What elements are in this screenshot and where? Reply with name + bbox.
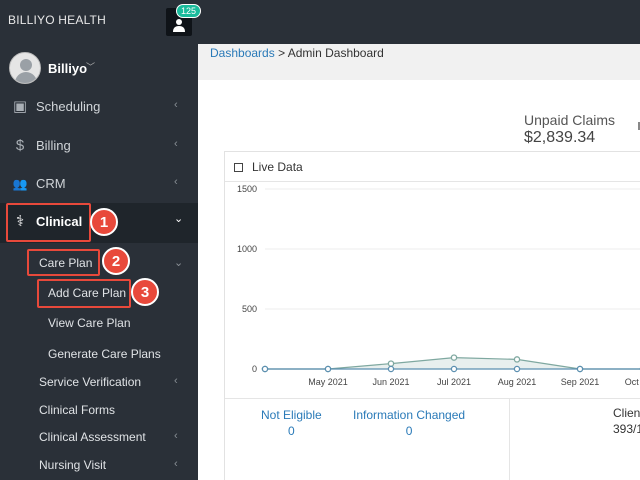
stat-value: $2,839.34: [524, 129, 596, 146]
profile-menu[interactable]: Billiyo ﹀: [0, 44, 198, 90]
summary-divider: [509, 399, 510, 480]
user-icon: [173, 19, 185, 32]
profile-name[interactable]: Billiyo: [48, 61, 88, 76]
chevron-left-icon: ‹: [174, 138, 178, 150]
clients-value: 393/1: [613, 422, 640, 436]
y-tick-label: 0: [252, 364, 257, 374]
sidebar-subitem-label: View Care Plan: [48, 316, 131, 330]
sidebar-subitem-label: Nursing Visit: [39, 458, 107, 472]
breadcrumb-separator: >: [278, 46, 286, 60]
y-tick-label: 1500: [237, 184, 257, 194]
brand-name[interactable]: BILLIYO HEALTH: [8, 13, 106, 27]
panel-title: Live Data: [252, 160, 303, 174]
chevron-left-icon: ‹: [174, 99, 178, 111]
data-point: [324, 365, 332, 373]
breadcrumb-bar: Dashboards > Admin Dashboard: [198, 44, 640, 80]
sidebar-item-scheduling[interactable]: ▣ Scheduling ‹: [0, 88, 198, 126]
information-changed-stat[interactable]: Information Changed 0: [353, 407, 465, 439]
sidebar-subitem-nursing-visit[interactable]: Nursing Visit ‹: [0, 451, 198, 479]
square-icon[interactable]: [234, 163, 243, 172]
chevron-left-icon: ‹: [174, 375, 178, 387]
data-point: [513, 365, 521, 373]
sidebar-subitem-label: Generate Care Plans: [48, 347, 161, 361]
data-point: [387, 360, 395, 367]
sidebar-subitem-label: Care Plan: [39, 256, 93, 270]
sidebar-subitem-label: Add Care Plan: [48, 286, 127, 300]
live-data-panel: Live Data 0 500 1000 1500 May 2021 Jun 2021 Ju…: [224, 151, 640, 480]
data-point: [450, 365, 458, 373]
live-data-chart: 0 500 1000 1500 May 2021 Jun 2021 Jul 2021 Aug …: [237, 184, 640, 387]
chevron-down-icon: ⌄: [174, 213, 184, 225]
sidebar-item-label: CRM: [36, 176, 66, 191]
x-tick-label: May 2021: [308, 377, 348, 387]
chevron-left-icon: ‹: [174, 430, 178, 442]
callout-box-2: [27, 249, 100, 276]
sidebar-subitem-generate-care-plans[interactable]: Generate Care Plans: [0, 340, 198, 368]
data-point: [261, 365, 269, 373]
callout-box-3: [37, 279, 131, 308]
series-area: [265, 357, 640, 369]
not-eligible-stat[interactable]: Not Eligible 0: [261, 407, 322, 439]
calendar-plus-icon: ▣: [12, 98, 28, 115]
panel-header: Live Data: [225, 152, 640, 182]
data-point: [450, 354, 458, 361]
sidebar-item-billing[interactable]: $ Billing ‹: [0, 127, 198, 165]
sidebar-subitem-label: Service Verification: [39, 375, 142, 389]
x-tick-label: Sep 2021: [561, 377, 600, 387]
user-doctor-icon: ⚕: [15, 213, 25, 230]
sidebar: Billiyo ﹀ ▣ Scheduling ‹ $ Billing ‹ 👥 C…: [0, 44, 198, 480]
dollar-icon: $: [15, 137, 25, 154]
callout-box-1: [6, 203, 91, 242]
notifications-button[interactable]: 125: [166, 4, 202, 36]
data-point: [513, 356, 521, 363]
callout-number-1: 1: [90, 208, 118, 236]
x-tick-label: Jun 2021: [372, 377, 409, 387]
chevron-left-icon: ‹: [174, 176, 178, 188]
data-point: [387, 365, 395, 373]
clients-stat: Clien 393/1: [613, 405, 640, 437]
sidebar-subitem-label: Clinical Forms: [39, 403, 116, 417]
x-tick-label: Aug 2021: [498, 377, 537, 387]
sidebar-subitem-service-verification[interactable]: Service Verification ‹: [0, 368, 198, 396]
chevron-left-icon: ‹: [174, 458, 178, 470]
sidebar-item-label: Scheduling: [36, 99, 101, 114]
users-icon: 👥: [12, 177, 28, 191]
sidebar-subitem-label: Clinical Assessment: [39, 430, 146, 444]
clients-label: Clien: [613, 406, 640, 420]
top-bar: BILLIYO HEALTH 125: [0, 0, 640, 44]
sidebar-subitem-care-plan[interactable]: Care Plan ⌄: [0, 249, 198, 277]
sidebar-item-crm[interactable]: 👥 CRM ‹: [0, 165, 198, 203]
sidebar-subitem-view-care-plan[interactable]: View Care Plan: [0, 309, 198, 337]
main-content: Unpaid Claims $2,839.34 Live Data 0 500 10…: [198, 80, 640, 480]
sidebar-item-clinical[interactable]: ⚕ Clinical ⌄: [0, 203, 198, 243]
stat-title: Unpaid Claims: [524, 112, 616, 128]
breadcrumb-current: Admin Dashboard: [287, 46, 384, 60]
sidebar-subitem-clinical-forms[interactable]: Clinical Forms: [0, 396, 198, 424]
chevron-down-icon: ﹀: [86, 62, 96, 72]
information-changed-value: 0: [405, 424, 413, 438]
sidebar-item-label: Clinical: [36, 214, 83, 229]
information-changed-label: Information Changed: [353, 408, 466, 422]
y-tick-label: 1000: [237, 244, 257, 254]
sidebar-item-label: Billing: [36, 138, 71, 153]
sidebar-subitem-add-care-plan[interactable]: Add Care Plan: [0, 279, 198, 307]
summary-row: Not Eligible 0 Information Changed 0 Cli…: [225, 398, 640, 480]
avatar: [9, 52, 41, 84]
x-tick-label: Jul 2021: [437, 377, 471, 387]
x-tick-label: Oct 2021: [625, 377, 640, 387]
y-tick-label: 500: [242, 304, 257, 314]
unpaid-claims-stat: Unpaid Claims $2,839.34: [524, 112, 615, 147]
callout-number-2: 2: [102, 247, 130, 275]
breadcrumb: Dashboards > Admin Dashboard: [210, 46, 384, 60]
not-eligible-label: Not Eligible: [261, 408, 322, 422]
data-point: [576, 365, 584, 373]
notification-badge: 125: [176, 4, 202, 18]
callout-number-3: 3: [131, 278, 159, 306]
sidebar-subitem-clinical-assessment[interactable]: Clinical Assessment ‹: [0, 423, 198, 451]
breadcrumb-link-dashboards[interactable]: Dashboards: [210, 46, 275, 60]
chevron-down-icon: ⌄: [174, 257, 184, 269]
not-eligible-value: 0: [288, 424, 295, 438]
stat-divider: [638, 122, 640, 130]
